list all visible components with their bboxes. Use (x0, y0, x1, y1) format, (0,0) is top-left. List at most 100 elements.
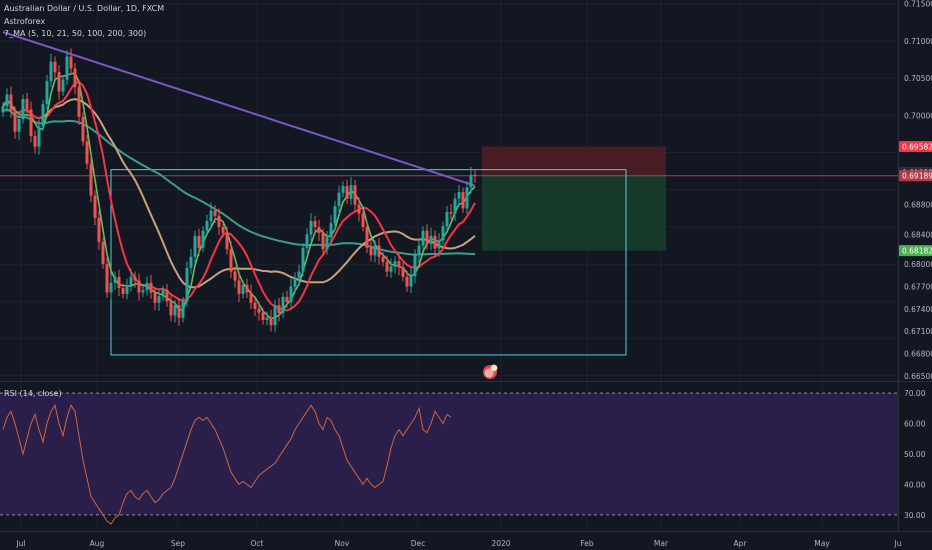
candle (305, 234, 309, 248)
candle (121, 287, 125, 294)
candle (229, 249, 233, 272)
candle (357, 204, 361, 214)
candle (149, 282, 153, 293)
candle (437, 240, 441, 249)
candle (89, 163, 93, 196)
rsi-polyline (2, 404, 452, 525)
candle (157, 296, 161, 303)
price-badge-label: 0.69189 (902, 172, 932, 181)
candle (53, 61, 57, 73)
rsi-tick-label: 50.00 (904, 450, 926, 459)
time-tick-label: Ju (894, 539, 902, 548)
candle (365, 226, 369, 248)
candle (449, 212, 453, 214)
candle (173, 305, 177, 316)
candle (213, 210, 217, 216)
ma-indicator-label[interactable]: 7_MA (5, 10, 21, 50, 100, 200, 300) (4, 29, 147, 38)
candle (309, 221, 313, 235)
price-tick-label: 0.71000 (904, 37, 932, 46)
candle (77, 87, 81, 117)
rsi-tick-label: 40.00 (904, 480, 926, 489)
candle (5, 94, 9, 107)
candle (345, 186, 349, 199)
candle (17, 119, 21, 132)
candle (277, 305, 281, 314)
candle (45, 81, 49, 105)
candle (1, 106, 5, 113)
candle (217, 215, 221, 227)
candle (201, 230, 205, 248)
time-tick-label: Mar (654, 539, 669, 548)
time-tick-label: Oct (251, 539, 264, 548)
candle (133, 276, 137, 281)
candle (361, 213, 365, 227)
take-profit-zone (482, 175, 666, 251)
candle (105, 264, 109, 293)
candle (81, 116, 85, 142)
candle (69, 56, 73, 69)
price-tick-label: 0.70500 (904, 74, 932, 83)
candle (341, 186, 345, 193)
candle (457, 191, 461, 199)
price-tick-label: 0.70000 (904, 111, 932, 120)
candle (453, 198, 457, 214)
price-badge-label: 0.68182 (902, 247, 932, 256)
candle (169, 301, 173, 316)
price-badge-current (899, 170, 932, 182)
rsi-indicator-label[interactable]: RSI (14, close) (4, 389, 62, 398)
candle (13, 111, 17, 132)
range-box (110, 169, 627, 356)
time-tick-label: Apr (734, 539, 748, 548)
candle (441, 226, 445, 241)
time-tick-label: May (814, 539, 830, 548)
candle (401, 267, 405, 277)
candle (429, 235, 433, 245)
candle (349, 185, 353, 199)
price-tick-label: 0.68000 (904, 260, 932, 269)
candle (241, 285, 245, 294)
candle (65, 56, 69, 80)
price-tick-label: 0.67700 (904, 282, 932, 291)
time-tick-label: Jul (15, 539, 25, 548)
candle (225, 232, 229, 250)
stop-loss-zone (482, 146, 666, 176)
time-tick-label: Nov (335, 539, 350, 548)
candle (209, 210, 213, 222)
candle (177, 305, 181, 318)
candle (421, 230, 425, 246)
price-tick-label: 0.66500 (904, 372, 932, 381)
candle (49, 61, 53, 82)
time-tick-label: Aug (90, 539, 105, 548)
candle (425, 230, 429, 245)
price-tick-label: 0.71500 (904, 0, 932, 9)
candle (465, 187, 469, 209)
candle (337, 192, 341, 207)
candle (409, 276, 413, 287)
candle (265, 317, 269, 320)
drawing-tool-icon[interactable] (483, 364, 498, 379)
candle (325, 237, 329, 250)
range-rectangle (110, 169, 627, 356)
candle (297, 271, 301, 278)
candle (389, 266, 393, 272)
candle (393, 261, 397, 267)
candle (161, 290, 165, 297)
price-badge-label: 0.69582 (902, 142, 932, 151)
candle (433, 235, 437, 249)
candle (313, 221, 317, 227)
time-tick-label: Feb (580, 539, 594, 548)
candle (405, 276, 409, 287)
candle (417, 245, 421, 255)
candle (281, 296, 285, 314)
candle (261, 312, 265, 320)
candle (253, 302, 257, 309)
candle (333, 206, 337, 224)
candle (205, 221, 209, 231)
candle (97, 218, 101, 242)
rsi-line (2, 404, 452, 525)
candle (301, 247, 305, 272)
candle (125, 285, 129, 294)
candle (193, 235, 197, 257)
